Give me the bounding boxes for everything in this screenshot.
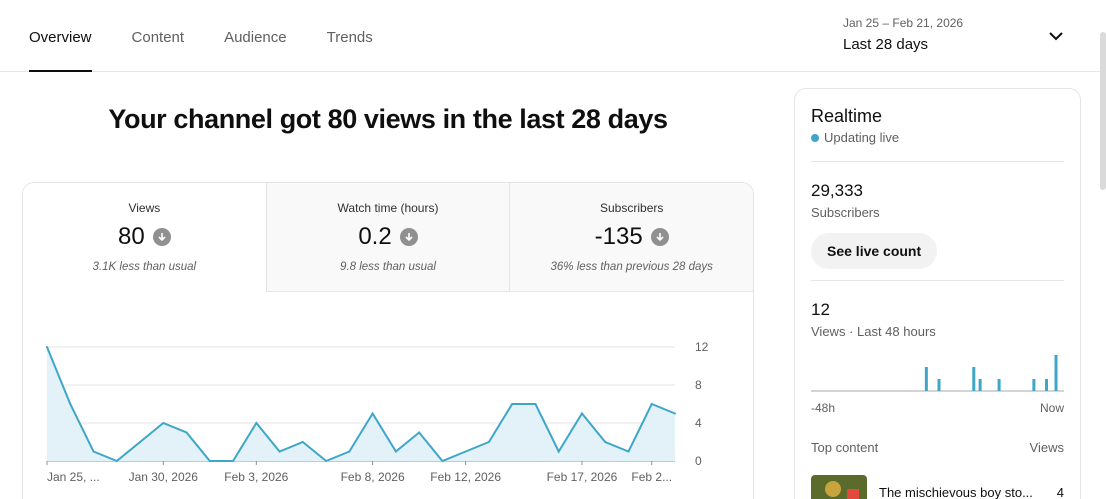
chevron-down-icon[interactable]: [1046, 26, 1066, 46]
tab-content[interactable]: Content: [131, 28, 185, 46]
data-point: [487, 441, 490, 443]
video-title[interactable]: The mischievous boy sto...: [879, 485, 1033, 499]
subscriber-count: 29,333: [811, 181, 863, 200]
data-point: [441, 460, 444, 462]
data-point: [557, 450, 560, 453]
y-tick-label: 8: [695, 378, 702, 392]
x-tick-label: Feb 17, 2026: [547, 470, 618, 484]
realtime-views-label: Views · Last 48 hours: [811, 324, 936, 339]
see-live-count-button[interactable]: See live count: [811, 233, 938, 269]
y-tick-label: 12: [695, 340, 709, 354]
top-content-heading: Top content: [811, 440, 879, 455]
date-range-selector[interactable]: Jan 25 – Feb 21, 2026 Last 28 days: [843, 16, 963, 53]
date-range-label: Last 28 days: [843, 36, 929, 53]
y-tick-label: 0: [695, 454, 702, 468]
data-point: [115, 460, 118, 462]
metric-label: Subscribers: [600, 201, 664, 215]
live-status-label: Updating live: [824, 130, 900, 145]
data-point: [418, 431, 421, 434]
data-point: [534, 403, 537, 405]
sparkline-bar: [937, 379, 941, 391]
sparkline-bar: [924, 367, 928, 391]
data-point: [394, 450, 397, 453]
realtime-views-count: 12: [811, 300, 830, 319]
data-point: [301, 441, 304, 443]
metric-label: Watch time (hours): [337, 201, 439, 215]
scrollbar[interactable]: [1100, 32, 1106, 190]
data-point: [232, 460, 235, 462]
subscriber-label: Subscribers: [811, 205, 880, 220]
sparkline-bar: [972, 367, 976, 391]
data-point: [255, 422, 258, 424]
data-point: [627, 450, 630, 453]
data-point: [208, 460, 211, 462]
tab-overview[interactable]: Overview: [29, 0, 92, 72]
metrics-card: Views 80 3.1K less than usual Watch time…: [22, 182, 754, 499]
data-point: [185, 431, 188, 434]
page-headline: Your channel got 80 views in the last 28…: [108, 104, 668, 134]
metric-tab-watch-time[interactable]: Watch time (hours) 0.2 9.8 less than usu…: [265, 183, 510, 292]
metric-value: 0.2: [358, 223, 392, 250]
video-views: 4: [1056, 485, 1064, 499]
x-tick-label: Feb 8, 2026: [341, 470, 405, 484]
x-tick-label: Feb 2...: [631, 470, 672, 484]
data-point: [580, 412, 583, 415]
y-tick-label: 4: [695, 416, 702, 430]
tab-bar: Overview Content Audience Trends: [29, 0, 413, 72]
live-dot-icon: [811, 133, 819, 142]
arrow-down-icon: [650, 228, 669, 246]
data-point: [69, 403, 72, 405]
metric-tab-views[interactable]: Views 80 3.1K less than usual: [23, 183, 266, 292]
top-content-item[interactable]: The mischievous boy sto... 4: [811, 475, 1064, 499]
sparkline-bar: [1032, 379, 1036, 391]
realtime-panel: Realtime Updating live 29,333 Subscriber…: [794, 88, 1081, 499]
sparkline-axis-start: -48h: [811, 401, 836, 415]
data-point: [511, 403, 514, 405]
live-status: Updating live: [811, 130, 899, 145]
x-tick-label: Jan 30, 2026: [129, 470, 199, 484]
video-thumbnail[interactable]: [811, 475, 867, 499]
realtime-views-sparkline[interactable]: [811, 347, 1064, 393]
arrow-down-icon: [152, 228, 171, 246]
arrow-down-icon: [399, 228, 418, 246]
metric-value: 80: [117, 223, 145, 250]
metric-note: 3.1K less than usual: [92, 261, 197, 273]
data-point: [348, 450, 351, 453]
date-range-dates: Jan 25 – Feb 21, 2026: [843, 16, 964, 30]
data-point: [46, 346, 48, 348]
metric-note: 36% less than previous 28 days: [550, 261, 713, 273]
area-fill: [47, 347, 675, 461]
metric-label: Views: [128, 201, 161, 215]
x-tick-label: Feb 3, 2026: [224, 470, 288, 484]
data-point: [162, 422, 165, 424]
sparkline-bar: [978, 379, 982, 391]
metric-tab-subscribers[interactable]: Subscribers -135 36% less than previous …: [509, 183, 753, 292]
data-point: [371, 412, 374, 415]
data-point: [325, 460, 328, 462]
data-point: [139, 441, 142, 443]
top-bar: Overview Content Audience Trends Jan 25 …: [0, 0, 1106, 72]
data-point: [650, 403, 653, 405]
realtime-title: Realtime: [811, 106, 883, 126]
sparkline-bar: [1054, 355, 1058, 391]
sparkline-axis-end: Now: [1039, 401, 1064, 415]
data-point: [278, 450, 281, 453]
metric-note: 9.8 less than usual: [340, 261, 436, 273]
data-point: [604, 441, 607, 443]
metric-value: -135: [594, 223, 643, 250]
top-content-views-heading: Views: [1029, 440, 1064, 455]
data-point: [464, 450, 467, 453]
tab-trends[interactable]: Trends: [326, 28, 373, 46]
series-line: [46, 346, 676, 463]
sparkline-bar: [997, 379, 1001, 391]
divider: [811, 280, 1064, 281]
views-chart[interactable]: 0 4 8 12 Jan 25, ... Jan 30, 2026 Feb 3, 2026 F…: [23, 183, 754, 499]
sparkline-bar: [1045, 379, 1049, 391]
tab-audience[interactable]: Audience: [224, 28, 287, 46]
x-tick-label: Feb 12, 2026: [430, 470, 501, 484]
divider: [811, 161, 1064, 162]
x-tick-label: Jan 25, ...: [47, 470, 100, 484]
data-point: [92, 450, 95, 453]
data-point: [674, 412, 676, 415]
